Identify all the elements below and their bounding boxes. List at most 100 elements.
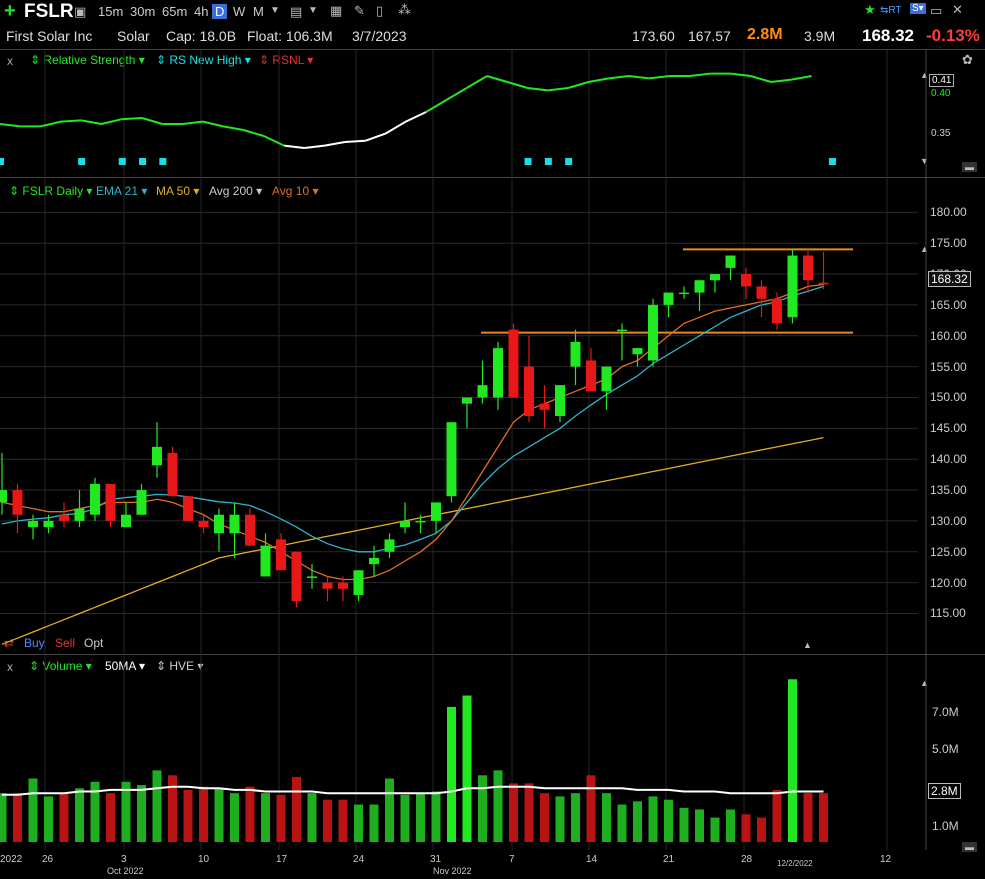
chevron-down-icon[interactable]: ▼ — [270, 5, 280, 16]
document-icon[interactable]: ▯ — [376, 3, 384, 18]
x-label: 7 — [509, 854, 515, 865]
vol-close-button[interactable]: x — [7, 660, 13, 674]
rs-new-high-marker — [0, 158, 4, 165]
share-icon[interactable]: ⁂ — [398, 2, 411, 17]
price-axis-label: 125.00 — [930, 544, 967, 559]
rs-line-segment — [608, 75, 630, 80]
price-axis-label: 155.00 — [930, 359, 967, 374]
vol-label-volume[interactable]: ⇕ Volume ▾ — [29, 659, 92, 673]
ticker-symbol[interactable]: FSLR — [24, 1, 74, 22]
ma50-text: MA 50 — [156, 184, 191, 198]
volume-bar — [710, 817, 720, 842]
volume-bar — [292, 776, 301, 842]
price-axis-label: 150.00 — [930, 390, 967, 405]
price-label-avg10[interactable]: Avg 10 ▾ — [272, 184, 319, 198]
rt-icon[interactable]: ⇆RT — [880, 5, 902, 16]
volume-bar — [664, 799, 673, 842]
last-price: 168.32 — [862, 26, 914, 45]
sell-button[interactable]: Sell — [55, 636, 76, 650]
rs-line-segment — [80, 119, 102, 125]
close-icon[interactable]: ✕ — [952, 2, 963, 17]
tf-30m[interactable]: 30m — [130, 4, 156, 19]
price-axis-label: 165.00 — [930, 297, 967, 312]
price-axis-label: 140.00 — [930, 452, 967, 467]
calculator-icon[interactable]: ▦ — [330, 3, 343, 18]
panel-toggle-icon[interactable]: ▬ — [962, 162, 977, 172]
palette-icon[interactable]: ✿ — [962, 52, 973, 67]
volume-bar — [400, 794, 410, 842]
ema21-text: EMA 21 — [96, 184, 139, 198]
price-label-avg200[interactable]: Avg 200 ▾ — [209, 184, 263, 198]
tf-d[interactable]: D — [212, 4, 228, 19]
tf-65m[interactable]: 65m — [162, 4, 188, 19]
rs-line-segment — [0, 123, 21, 128]
rs-label-new-high[interactable]: ⇕ RS New High ▾ — [156, 53, 251, 67]
candle-body — [493, 348, 503, 398]
pencil-icon[interactable]: ✎ — [354, 3, 365, 18]
candle-body — [291, 551, 302, 602]
price-axis-label: 175.00 — [930, 236, 967, 251]
candle-body — [431, 502, 441, 521]
candle-body — [322, 582, 333, 589]
price-label-ema21[interactable]: EMA 21 ▾ — [96, 184, 148, 198]
sp-icon[interactable]: S▾ — [910, 3, 926, 14]
tf-15m[interactable]: 15m — [98, 4, 124, 19]
star-icon[interactable]: ★ — [864, 2, 876, 17]
chevron-down-icon[interactable]: ▼ — [308, 5, 318, 16]
scroll-up-icon[interactable]: ▲ — [920, 678, 929, 688]
camera-icon[interactable]: ▣ — [74, 4, 87, 19]
scroll-down-icon[interactable]: ▼ — [920, 156, 929, 166]
tf-w[interactable]: W — [233, 4, 246, 19]
ema21-line — [1, 285, 824, 553]
volume-bar — [602, 793, 611, 842]
price-axis-label: 120.00 — [930, 575, 967, 590]
company-name: First Solar Inc — [6, 28, 93, 44]
candle-body — [198, 520, 209, 528]
volume-bar — [586, 775, 596, 842]
candle-body — [679, 292, 689, 295]
price-axis-label: 135.00 — [930, 483, 967, 498]
chart-type-icon[interactable]: ▤ — [290, 4, 303, 19]
volume-bar — [90, 781, 100, 842]
rs-label-relative-strength[interactable]: ⇕ Relative Strength ▾ — [30, 53, 145, 67]
rs-new-high-marker — [565, 158, 573, 165]
vol-label-50ma[interactable]: 50MA ▾ — [105, 659, 146, 673]
volume-bar — [478, 775, 487, 842]
rs-close-button[interactable]: x — [7, 54, 13, 68]
scroll-up-icon[interactable]: ▲ — [920, 70, 929, 80]
price-axis-label: 180.00 — [930, 205, 967, 220]
vol-label-hve[interactable]: ⇕ HVE ▾ — [156, 659, 204, 673]
rs-new-high-marker — [139, 158, 147, 165]
opt-button[interactable]: Opt — [84, 636, 104, 650]
rs-line-segment — [649, 75, 670, 80]
avg200-text: Avg 200 — [209, 184, 253, 198]
day-volume: 2.8M — [747, 26, 783, 43]
scroll-up-icon[interactable]: ▲ — [920, 244, 929, 254]
volume-text: Volume — [42, 659, 83, 673]
volume-bar — [524, 783, 534, 842]
tf-4h[interactable]: 4h — [194, 4, 209, 19]
candle-body — [741, 274, 751, 287]
trade-icon[interactable]: ⇄ — [4, 636, 15, 650]
rs-new-high-marker — [159, 158, 167, 165]
candle-body — [601, 366, 612, 392]
candle-body — [524, 366, 534, 416]
x-label: 17 — [276, 854, 288, 865]
panel-toggle-icon[interactable]: ▬ — [962, 842, 977, 852]
rs-label-rsnl[interactable]: ⇕ RSNL ▾ — [259, 53, 314, 67]
price-label-daily[interactable]: ⇕ FSLR Daily ▾ — [9, 184, 93, 198]
candle-body — [617, 329, 627, 332]
volume-bar — [555, 796, 565, 842]
volume-bar — [121, 781, 131, 842]
plus-icon[interactable]: + — [4, 0, 16, 22]
vol-axis-label: 7.0M — [932, 705, 959, 719]
trash-icon[interactable]: ▭ — [930, 3, 943, 18]
tf-m[interactable]: M — [253, 4, 264, 19]
rt-label: RT — [888, 5, 902, 16]
candle-body — [369, 557, 379, 565]
price-label-ma50[interactable]: MA 50 ▾ — [156, 184, 200, 198]
candle-body — [260, 545, 271, 577]
collapse-arrow-icon[interactable]: ▲ — [803, 640, 812, 650]
buy-button[interactable]: Buy — [24, 636, 45, 650]
